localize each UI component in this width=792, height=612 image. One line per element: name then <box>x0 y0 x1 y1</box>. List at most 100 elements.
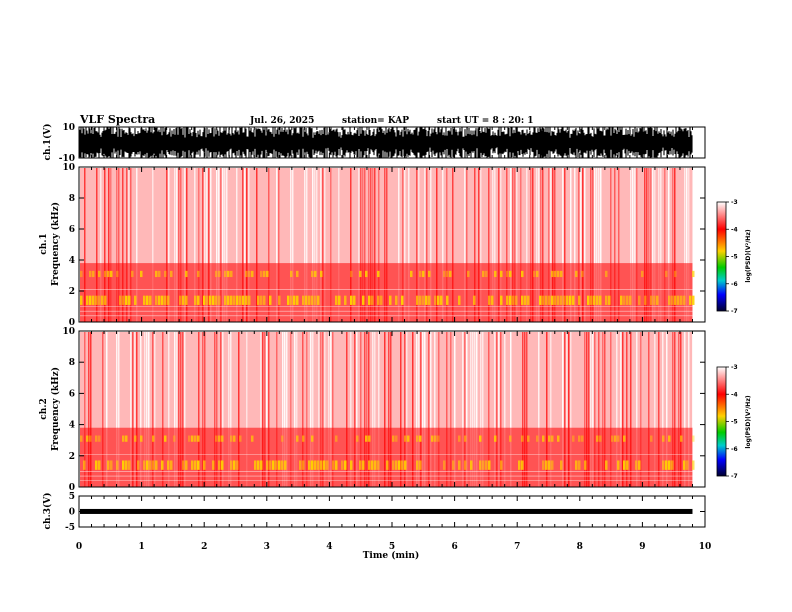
ch1-spectrogram-band-1500hz <box>416 295 419 305</box>
ch1-spectrogram-streak <box>426 168 428 322</box>
ch1-spectrogram-streak <box>364 168 366 322</box>
ch2-spectrogram-band-1500hz <box>443 460 446 470</box>
ch1-spectrogram-band-1500hz <box>209 295 212 305</box>
ch1-spectrogram-band-3000hz <box>674 270 677 278</box>
ch2-spectrogram-streak-gap <box>476 332 478 487</box>
ch2-spectrogram-band-3000hz <box>122 435 125 442</box>
ch1-spectrogram-panel: 0 2 4 6 8 10 <box>62 163 706 328</box>
ch2-spectrogram-streak <box>412 332 414 487</box>
ch1-spectrogram-band-1500hz <box>86 295 89 305</box>
ch1-spectrogram-band-1500hz <box>677 295 680 305</box>
ch1-spectrogram-band-3000hz <box>581 270 584 278</box>
ch1-spectrogram-band-3000hz <box>215 270 218 278</box>
ch2-spectrogram-band-1500hz <box>578 460 581 470</box>
ch1-spectrogram-band-1500hz <box>263 295 266 305</box>
ch1-spectrogram-band-1500hz <box>512 295 515 305</box>
ch2-spectrogram-streak-gap <box>498 332 500 487</box>
ch1-spectrogram-band-3000hz <box>605 270 608 278</box>
ch2-spectrogram-band-1500hz <box>398 460 401 470</box>
ch1-spectrogram-streak <box>648 168 650 322</box>
ch1-spectrogram-band-1500hz <box>548 295 551 305</box>
ch1-spectrogram-band-3000hz <box>449 270 452 278</box>
ch2-spectrogram-streak <box>332 332 334 487</box>
ch1-spectrogram-streak-gap <box>168 168 170 322</box>
ch2-spectrogram-band-1500hz <box>284 460 287 470</box>
ch2-spectrogram-streak <box>584 332 586 487</box>
ch2-spectrogram-band-1500hz <box>458 460 461 470</box>
ch1-spectrogram-band-1500hz <box>527 295 530 305</box>
ch2-spectrogram-streak-gap <box>480 332 482 487</box>
ch2-spectrogram-streak-gap <box>284 332 286 487</box>
ch1-spectrogram-streak <box>350 168 352 322</box>
ch1-spectrogram-band-3000hz <box>230 270 233 278</box>
ch2-spectrogram-band-1500hz <box>452 460 455 470</box>
ch2-spectrogram-band-1500hz <box>542 460 545 470</box>
ch2-spectrogram-ytick-label: 10 <box>62 327 75 337</box>
ch2-spectrogram-streak-gap <box>154 332 156 487</box>
ch1-spectrogram-streak-gap <box>184 168 186 322</box>
ch2-spectrogram-streak <box>658 332 660 487</box>
ch2-spectrogram-band-1500hz <box>212 460 215 470</box>
ch2-spectrogram-streak <box>526 332 528 487</box>
ch2-spectrogram-band-1500hz <box>395 460 398 470</box>
ch1-spectrogram-band-1500hz <box>368 295 371 305</box>
ch1-spectrogram-band-3000hz <box>506 270 509 278</box>
ch2-spectrogram-band-1500hz <box>344 460 347 470</box>
ch1-spectrogram-band-1500hz <box>353 295 356 305</box>
ch1-spectrogram-band-3000hz <box>251 270 254 278</box>
ch1-spectrogram-band-3000hz <box>692 270 695 278</box>
ch3-waveform-trace <box>80 508 693 514</box>
ch1-spectrogram-streak <box>540 168 542 322</box>
ch2-spectrogram-streak <box>180 332 182 487</box>
ch1-spectrogram-band-1500hz <box>683 295 686 305</box>
ch1-spectrogram-band-1500hz <box>248 295 251 305</box>
ch1-spectrogram-streak <box>180 168 182 322</box>
ch1-spectrogram-band-1500hz <box>434 295 437 305</box>
ch1-spectrogram-streak-gap <box>176 168 178 322</box>
ch2-spectrogram-band-3000hz <box>572 435 575 442</box>
ch1-spectrogram-band-3000hz <box>260 270 263 278</box>
ch2-spectrogram-streak <box>524 332 526 487</box>
ch2-spectrogram-streak-gap <box>510 332 512 487</box>
ch1-spectrogram-streak <box>278 168 280 322</box>
x-tick-label: 6 <box>451 542 457 552</box>
ch1-spectrogram-band-1500hz <box>98 295 101 305</box>
ch2-colorbar-bar <box>716 366 727 477</box>
ch2-spectrogram-band-3000hz <box>596 435 599 442</box>
ch1-spectrogram-band-1500hz <box>446 295 449 305</box>
ch2-spectrogram-streak-gap <box>418 332 420 487</box>
ch2-spectrogram-band-3000hz <box>296 435 299 442</box>
ch2-spectrogram-band-3000hz <box>479 435 482 442</box>
ch1-spectrogram-band-1500hz <box>293 295 296 305</box>
ch2-spectrogram-streak <box>630 332 632 487</box>
ch1-spectrogram-streak-gap <box>152 168 154 322</box>
ch1-spectrogram-streak-gap <box>574 168 576 322</box>
ch2-spectrogram-streak <box>640 332 642 487</box>
ch1-spectrogram-streak <box>386 168 388 322</box>
x-tick-label: 1 <box>138 542 144 552</box>
ch1-spectrogram-streak <box>360 168 362 322</box>
ch1-spectrogram-streak-gap <box>408 168 410 322</box>
ch2-spectrogram-band-3000hz <box>668 435 671 442</box>
ch1-spectrogram-streak <box>322 168 324 322</box>
ch2-spectrogram-band-3000hz <box>140 435 143 442</box>
ch1-spectrogram-band-1500hz <box>650 295 653 305</box>
ch2-spectrogram-streak-gap <box>174 332 176 487</box>
ch2-spectrogram-band-3000hz <box>191 435 194 442</box>
ch2-spectrogram-band-1500hz <box>116 460 119 470</box>
ch2-spectrogram-streak-gap <box>144 332 146 487</box>
ch2-spectrogram-band-3000hz <box>434 435 437 442</box>
ch1-spectrogram-band-1500hz <box>245 295 248 305</box>
ch2-spectrogram-streak <box>178 332 180 487</box>
ch2-spectrogram-band-1500hz <box>359 460 362 470</box>
ch1-spectrogram-band-3000hz <box>494 270 497 278</box>
ch1-colorbar-tick-label: -3 <box>731 199 738 206</box>
x-axis-title: Time (min) <box>363 550 420 561</box>
ch2-spectrogram-streak <box>84 332 86 487</box>
ch2-spectrogram-band-1500hz <box>665 460 668 470</box>
ch2-spectrogram-streak-gap <box>374 332 376 487</box>
ch1-spectrogram-band-1500hz <box>638 295 641 305</box>
ch2-spectrogram-band-1500hz <box>626 460 629 470</box>
ch1-spectrogram-band-3000hz <box>98 270 101 278</box>
ch2-spectrogram-band-3000hz <box>680 435 683 442</box>
